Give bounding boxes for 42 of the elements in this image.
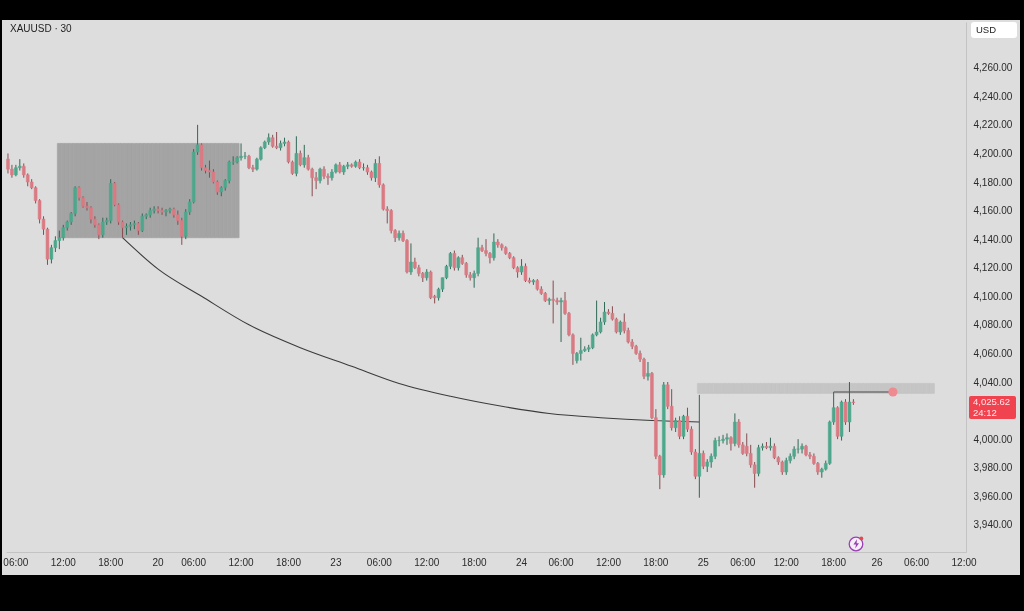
text: 24:12 xyxy=(973,406,998,419)
y-tick-label: 4,180.00 xyxy=(973,176,1013,188)
y-tick-label: 4,200.00 xyxy=(973,147,1013,159)
chart-title: XAUUSD · 30 xyxy=(10,23,72,35)
x-tick-label: 18:00 xyxy=(461,556,488,568)
x-tick-label: 26 xyxy=(871,556,884,568)
y-tick-label: 3,980.00 xyxy=(973,462,1013,474)
x-tick-label: 12:00 xyxy=(228,556,255,568)
y-axis-title: USD xyxy=(971,22,1017,38)
y-tick-label: 4,120.00 xyxy=(973,262,1013,274)
y-tick-label: 4,100.00 xyxy=(973,290,1013,302)
y-tick-label: 4,000.00 xyxy=(973,433,1013,445)
x-tick-label: 20 xyxy=(152,556,165,568)
x-tick-label: 06:00 xyxy=(3,556,29,568)
y-tick-label: 4,060.00 xyxy=(973,347,1013,359)
x-tick-label: 18:00 xyxy=(275,556,302,568)
x-tick-label: 18:00 xyxy=(643,556,669,568)
x-tick-label: 06:00 xyxy=(548,556,575,568)
x-tick-label: 23 xyxy=(330,556,342,568)
x-tick-label: 18:00 xyxy=(98,556,124,568)
y-tick-label: 4,220.00 xyxy=(973,119,1013,131)
text: 4,025.62 xyxy=(973,396,1011,408)
y-tick-label: 4,080.00 xyxy=(973,319,1013,331)
x-tick-label: 06:00 xyxy=(904,556,930,568)
x-tick-label: 06:00 xyxy=(366,556,393,568)
y-tick-label: 3,960.00 xyxy=(973,490,1013,502)
x-tick-label: 12:00 xyxy=(50,556,77,568)
y-tick-label: 3,940.00 xyxy=(973,519,1013,531)
x-tick-label: 18:00 xyxy=(821,556,847,568)
x-tick-label: 06:00 xyxy=(730,556,756,568)
y-tick-label: 4,140.00 xyxy=(973,233,1013,245)
y-tick-label: 4,040.00 xyxy=(973,376,1013,388)
y-tick-label: 4,240.00 xyxy=(973,90,1013,102)
x-tick-label: 12:00 xyxy=(773,556,800,568)
x-tick-label: 25 xyxy=(697,556,710,568)
x-tick-label: 12:00 xyxy=(951,556,977,568)
x-tick-label: 12:00 xyxy=(414,556,440,568)
y-tick-label: 4,260.00 xyxy=(973,62,1013,74)
y-tick-label: 4,160.00 xyxy=(973,205,1013,217)
x-tick-label: 06:00 xyxy=(181,556,207,568)
x-tick-label: 12:00 xyxy=(595,556,622,568)
x-tick-label: 24 xyxy=(515,556,528,568)
